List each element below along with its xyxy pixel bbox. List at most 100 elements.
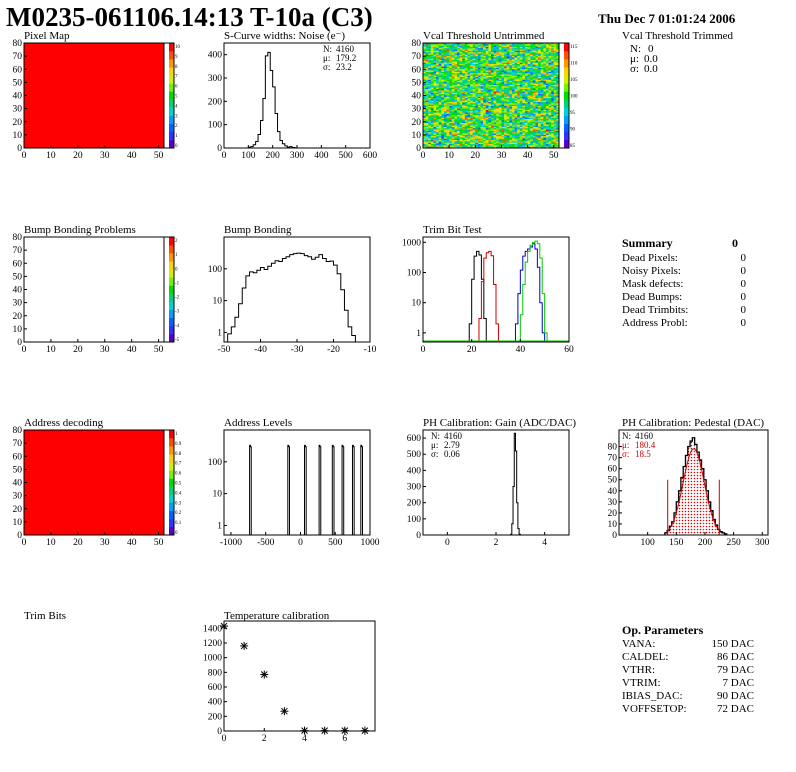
y-tick-label: 0 <box>217 727 222 737</box>
summary-value: 0 <box>740 291 747 303</box>
heatmap-cell <box>527 87 531 90</box>
heatmap-cell <box>485 71 489 74</box>
heatmap-cell <box>483 113 486 116</box>
heatmap-cell <box>538 98 541 100</box>
heatmap-cell <box>475 82 479 84</box>
heatmap-cell <box>522 141 526 143</box>
heatmap-cell <box>436 141 439 143</box>
heatmap-cell <box>491 120 494 122</box>
heatmap-cell <box>446 111 450 113</box>
heatmap-cell <box>423 125 426 128</box>
heatmap-cell <box>436 95 439 98</box>
heatmap-cell <box>496 120 500 122</box>
heatmap-cell <box>443 70 447 73</box>
heatmap-cell <box>488 95 492 98</box>
heatmap-cell <box>488 54 492 57</box>
heatmap-cell <box>548 92 552 95</box>
heatmap-cell <box>519 48 523 50</box>
heatmap-cell <box>530 117 534 120</box>
heatmap-cell <box>472 60 476 62</box>
heatmap-cell <box>462 95 466 98</box>
heatmap-cell <box>491 79 494 82</box>
heatmap-cell <box>514 103 518 105</box>
heatmap-cell <box>551 130 554 133</box>
heatmap-cell <box>483 71 486 74</box>
heatmap-cell <box>477 113 481 116</box>
heatmap-cell <box>480 124 484 126</box>
heatmap-cell <box>538 53 541 56</box>
heatmap-cell <box>511 88 515 91</box>
heatmap-cell <box>496 58 500 61</box>
heatmap-cell <box>545 142 549 145</box>
heatmap-cell <box>470 111 473 113</box>
heatmap-cell <box>449 102 452 104</box>
heatmap-cell <box>493 69 497 71</box>
heatmap-cell <box>485 45 489 48</box>
heatmap-cell <box>545 120 549 122</box>
heatmap-cell <box>493 73 497 75</box>
heatmap-cell <box>464 48 468 50</box>
heatmap-cell <box>506 90 510 92</box>
stat-label: σ: <box>431 449 438 459</box>
heatmap-cell <box>436 61 439 63</box>
heatmap-cell <box>532 103 536 105</box>
heatmap-cell <box>498 88 502 91</box>
heatmap-cell <box>538 104 541 107</box>
heatmap-cell <box>540 107 544 109</box>
heatmap-cell <box>446 123 450 125</box>
heatmap-cell <box>451 96 455 99</box>
heatmap-cell <box>475 52 479 54</box>
heatmap-cell <box>459 43 463 45</box>
heatmap-cell <box>430 66 434 69</box>
heatmap-cell <box>443 88 447 91</box>
heatmap-cell <box>509 90 513 92</box>
heatmap-cell <box>467 112 471 115</box>
heatmap-cell <box>438 67 442 70</box>
heatmap-cell <box>491 125 494 128</box>
heatmap-cell <box>551 78 554 80</box>
heatmap-cell <box>540 111 544 113</box>
heatmap-cell <box>501 57 505 59</box>
heatmap-cell <box>538 113 541 116</box>
summary-row: Dead Trimbits: 0 <box>622 304 752 317</box>
heatmap-cell <box>446 56 450 58</box>
heatmap-cell <box>443 54 447 57</box>
heatmap-cell <box>472 99 476 101</box>
heatmap-cell <box>459 100 463 103</box>
heatmap-cell <box>509 132 513 134</box>
heatmap-cell <box>501 120 505 122</box>
heatmap-cell <box>517 92 520 95</box>
heatmap-cell <box>451 73 455 75</box>
heatmap-cell <box>540 54 544 57</box>
heatmap-cell <box>462 60 466 62</box>
heatmap-cell <box>540 100 544 103</box>
heatmap-cell <box>462 52 466 54</box>
colorbar-segment <box>169 293 174 302</box>
heatmap-cell <box>538 112 541 115</box>
heatmap-cell <box>449 78 452 80</box>
heatmap-cell <box>477 112 481 115</box>
heatmap-cell <box>441 52 445 54</box>
heatmap-cell <box>509 106 513 108</box>
heatmap-cell <box>423 52 426 54</box>
heatmap-cell <box>540 69 544 71</box>
heatmap-cell <box>464 50 468 53</box>
colorbar-label: 0.6 <box>175 472 182 477</box>
heatmap-cell <box>511 115 515 117</box>
heatmap-cell <box>451 66 455 69</box>
heatmap-cell <box>425 61 429 63</box>
heatmap-cell <box>553 113 557 116</box>
heatmap-cell <box>527 140 531 142</box>
heatmap-cell <box>511 136 515 138</box>
heatmap-cell <box>522 123 526 125</box>
heatmap-cell <box>441 121 445 124</box>
heatmap-cell <box>493 113 497 116</box>
heatmap-cell <box>438 115 442 117</box>
heatmap-cell <box>483 138 486 141</box>
heatmap-cell <box>470 44 473 46</box>
heatmap-cell <box>446 109 450 112</box>
y-tick-label: 40 <box>412 92 422 102</box>
heatmap-cell <box>483 112 486 115</box>
heatmap-cell <box>551 96 554 99</box>
